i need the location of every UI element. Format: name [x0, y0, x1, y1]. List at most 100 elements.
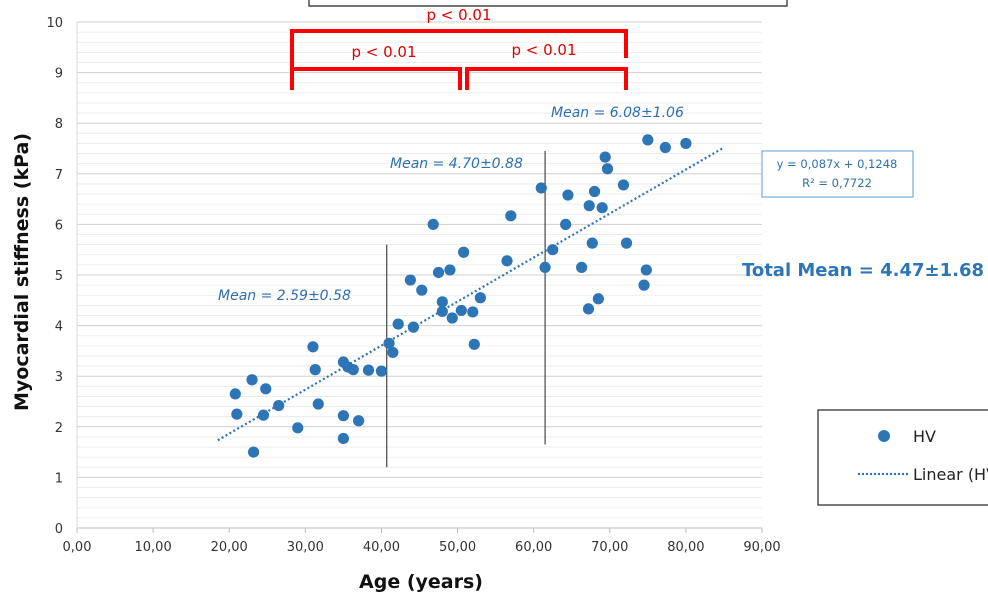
data-point: [353, 415, 365, 427]
x-tick-label: 80,00: [667, 540, 704, 555]
data-point: [562, 189, 574, 201]
y-tick-label: 1: [55, 471, 63, 486]
x-tick-label: 60,00: [515, 540, 552, 555]
data-point: [362, 364, 375, 376]
legend-marker-icon: [878, 430, 890, 442]
data-point: [638, 279, 650, 291]
data-point: [247, 446, 260, 458]
data-point: [501, 255, 513, 267]
bracket-top: [290, 29, 628, 90]
data-point: [468, 338, 480, 350]
data-point: [505, 210, 517, 222]
data-point: [307, 341, 319, 353]
gridlines: [77, 21, 762, 519]
data-point: [680, 137, 692, 150]
x-tick-label: 10,00: [135, 540, 172, 555]
data-point: [427, 218, 439, 230]
y-tick-label: 9: [55, 67, 63, 82]
data-point: [229, 388, 241, 400]
data-point: [617, 179, 630, 191]
x-tick-label: 30,00: [287, 540, 324, 555]
legend-label-hv: HV: [913, 427, 936, 446]
data-point: [576, 261, 588, 274]
data-point: [642, 134, 654, 146]
data-point: [539, 261, 551, 274]
x-tick-label: 50,00: [439, 540, 476, 555]
data-point: [292, 422, 304, 434]
data-point: [404, 274, 416, 286]
x-tick-labels: 0,00 10,00 20,00 30,00 40,00 50,00 60,00 70,00 8…: [63, 540, 781, 555]
axes: [76, 22, 763, 533]
data-point: [387, 346, 399, 359]
y-tick-label: 10: [46, 16, 63, 31]
mean-label-middle: Mean = 4.70±0.88: [390, 156, 523, 172]
bracket-left: [290, 67, 462, 90]
y-tick-label: 4: [55, 320, 63, 335]
data-point: [458, 246, 470, 258]
legend-box: [817, 409, 988, 506]
data-point: [535, 182, 547, 194]
data-point: [260, 383, 272, 395]
group-dividers: [386, 151, 546, 468]
data-point: [588, 185, 601, 198]
x-tick-label: 0,00: [63, 540, 92, 555]
data-point: [596, 202, 608, 214]
data-point: [375, 365, 388, 377]
data-point: [659, 141, 671, 154]
data-point: [582, 303, 595, 315]
data-point: [392, 318, 404, 330]
bracket-right: [465, 67, 628, 90]
data-point: [601, 163, 614, 175]
p-value-top: p < 0.01: [426, 6, 491, 24]
data-point: [257, 409, 270, 421]
y-tick-label: 0: [55, 522, 63, 537]
x-tick-label: 40,00: [363, 540, 400, 555]
data-point: [455, 304, 467, 317]
data-point: [446, 312, 458, 324]
legend-label-linear: Linear (HV): [913, 465, 988, 484]
data-point: [312, 398, 324, 410]
data-point: [383, 337, 395, 349]
data-point: [436, 305, 448, 318]
data-point: [592, 293, 604, 305]
equation-box: [761, 150, 914, 198]
trendline-r2: R² = 0,7722: [802, 176, 872, 190]
y-tick-label: 6: [55, 218, 63, 233]
data-point: [467, 306, 479, 318]
y-tick-labels: 0 1 2 3 4 5 6 7 8 9 10: [46, 16, 63, 537]
x-tick-label: 90,00: [743, 540, 780, 555]
y-tick-label: 8: [55, 117, 63, 132]
data-point: [347, 364, 359, 376]
data-points: [229, 134, 692, 458]
data-point: [586, 237, 598, 249]
data-point: [337, 410, 349, 422]
data-point: [246, 374, 258, 386]
data-point: [547, 244, 559, 256]
x-axis-title: Age (years): [359, 571, 483, 593]
trendline-path: [217, 146, 725, 442]
p-value-left: p < 0.01: [351, 43, 416, 61]
data-point: [583, 200, 595, 212]
data-point: [474, 292, 486, 304]
data-point: [273, 399, 285, 412]
x-tick-label: 70,00: [591, 540, 628, 555]
mean-label-young: Mean = 2.59±0.58: [218, 288, 351, 304]
trendline-equation: y = 0,087x + 0,1248: [777, 157, 898, 171]
data-point: [432, 266, 445, 279]
data-point: [309, 364, 321, 376]
y-axis-title: Myocardial stiffness (kPa): [11, 133, 33, 411]
data-point: [620, 237, 633, 249]
trendline: [217, 146, 725, 442]
data-point: [407, 321, 420, 333]
mean-label-old: Mean = 6.08±1.06: [551, 105, 684, 121]
y-tick-label: 3: [55, 370, 63, 385]
data-point: [560, 218, 572, 230]
total-mean-label: Total Mean = 4.47±1.68: [742, 260, 984, 281]
data-point: [444, 264, 456, 276]
top-box-fragment: [308, 0, 788, 7]
data-point: [231, 408, 243, 420]
p-value-right: p < 0.01: [511, 41, 576, 59]
legend: HV Linear (HV): [817, 409, 988, 506]
y-tick-label: 2: [55, 421, 63, 436]
